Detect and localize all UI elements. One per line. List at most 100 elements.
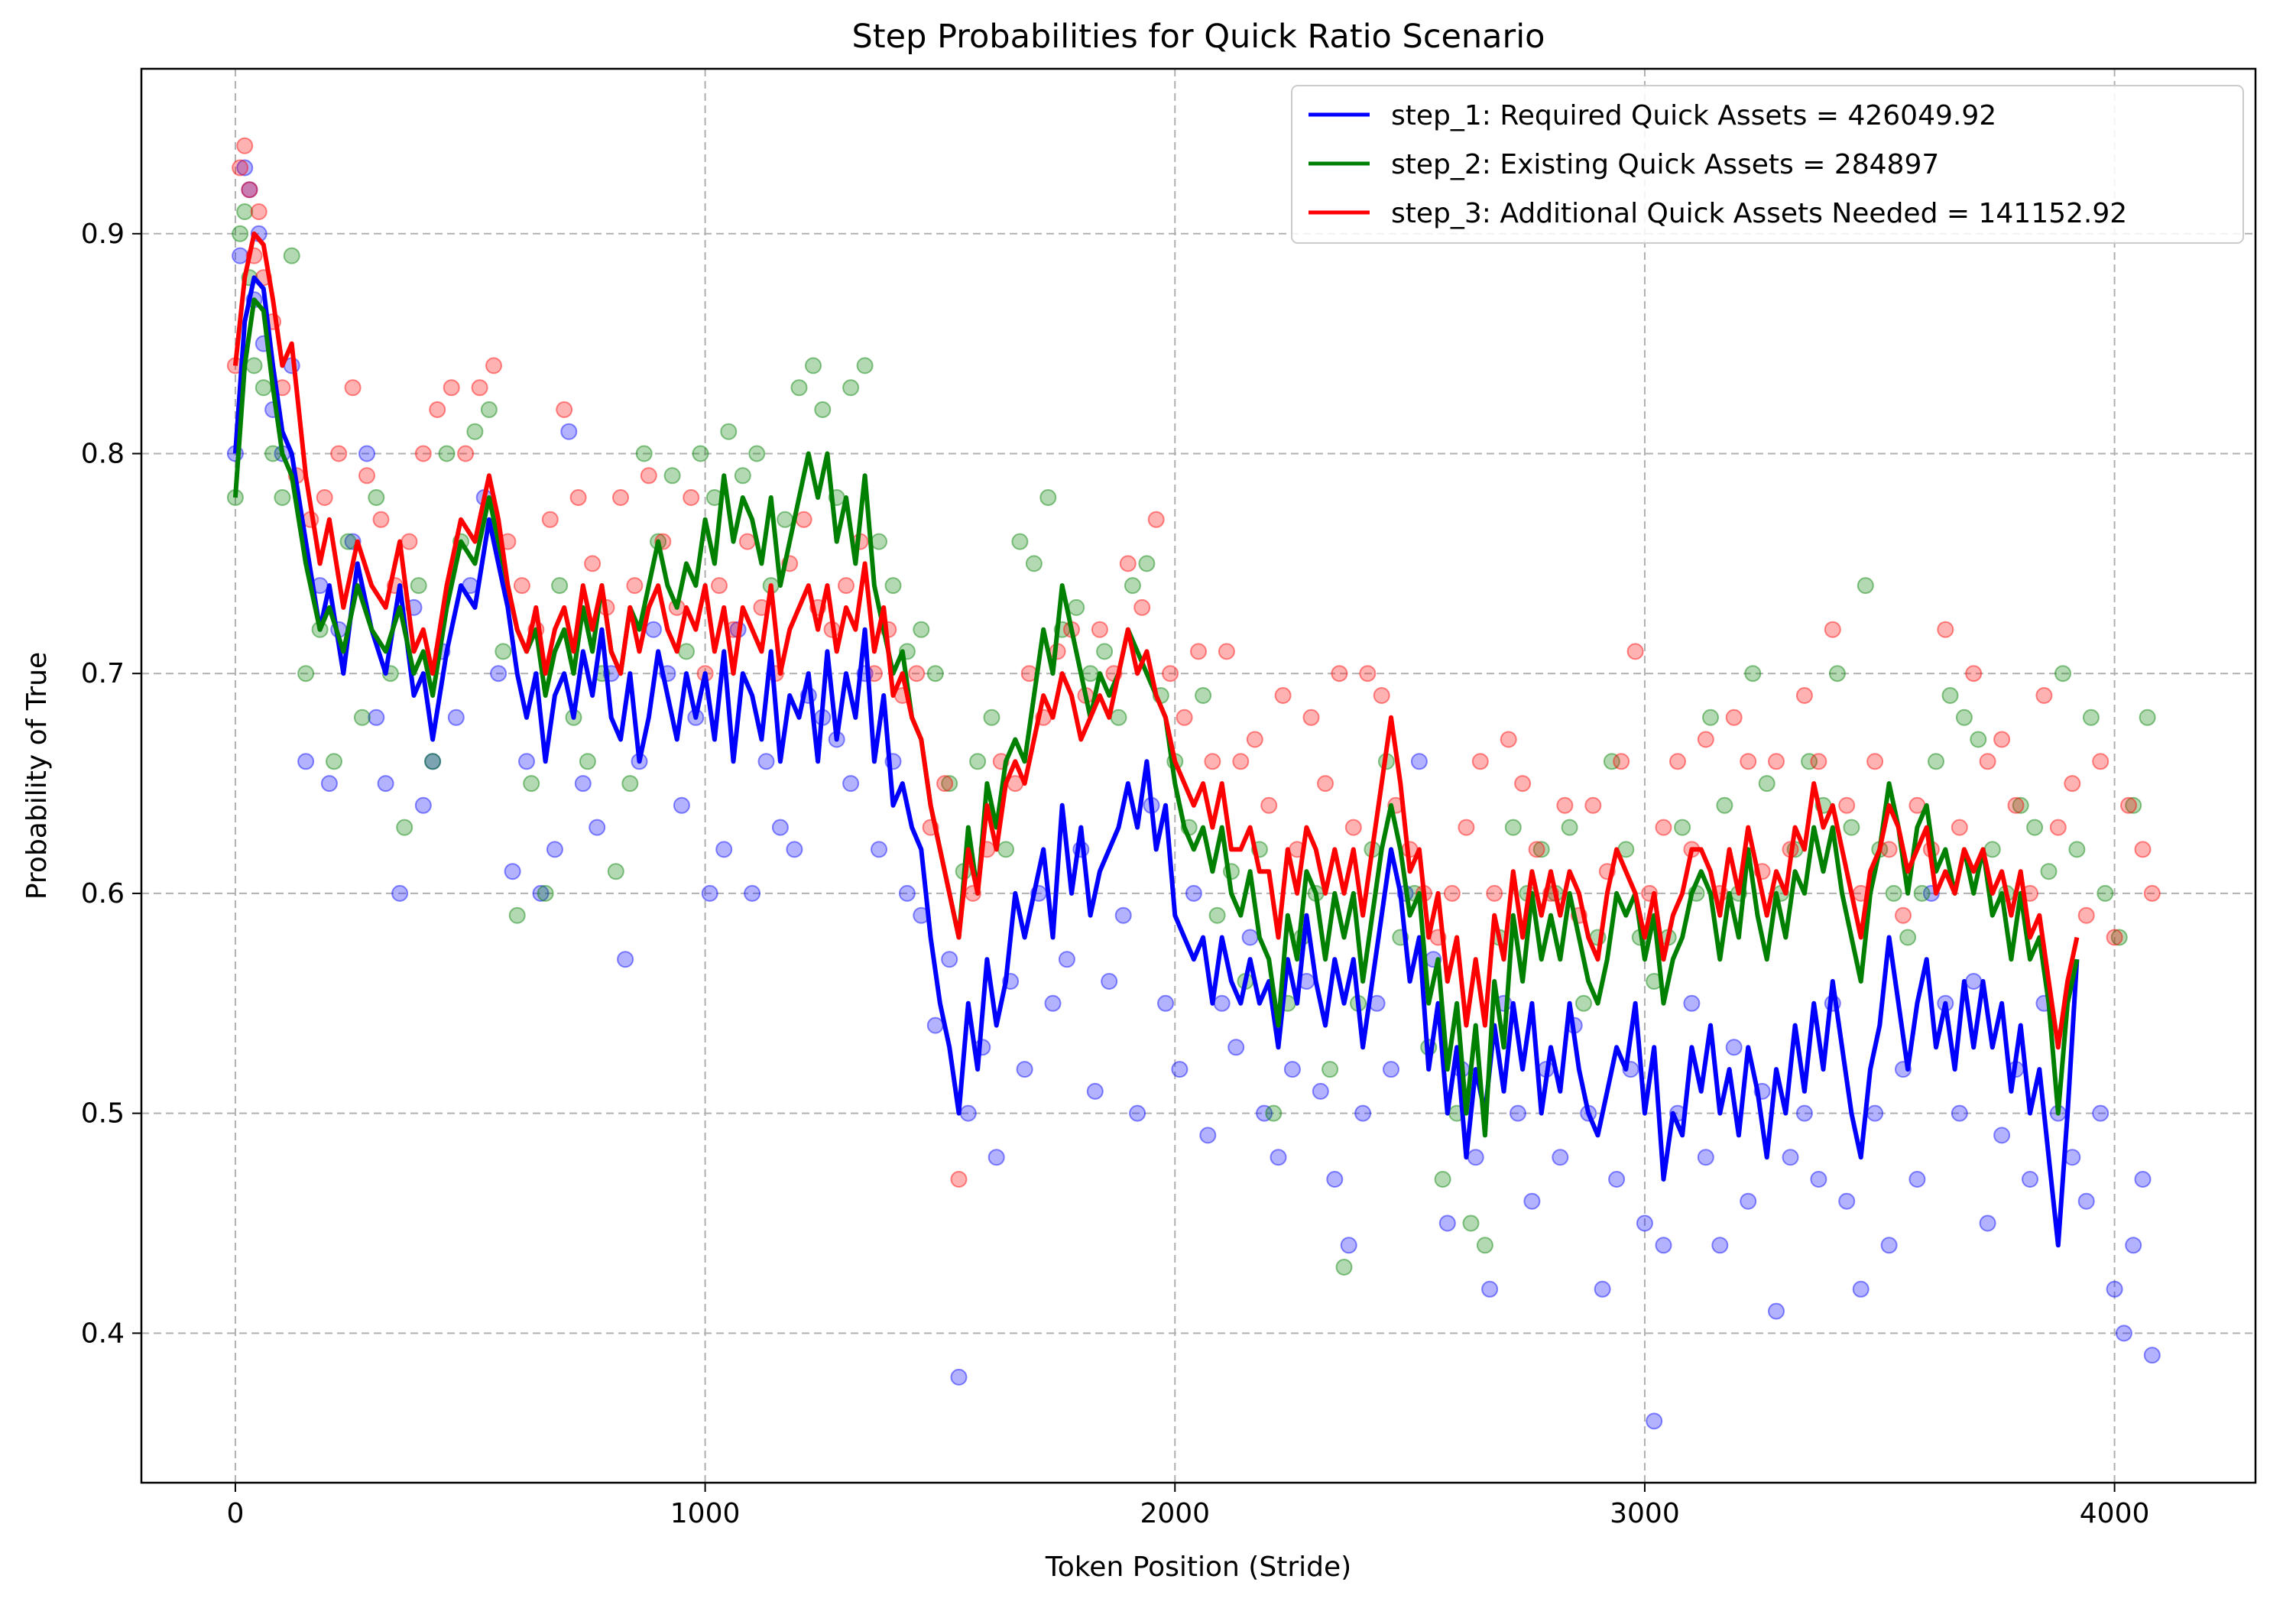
scatter-point-step-3 xyxy=(457,445,475,462)
scatter-point-step-1 xyxy=(2077,1192,2095,1210)
y-tick-label: 0.6 xyxy=(81,878,125,909)
scatter-point-step-2 xyxy=(1265,1104,1283,1122)
scatter-point-step-1 xyxy=(2115,1325,2132,1342)
scatter-point-step-1 xyxy=(1114,906,1132,924)
scatter-point-step-3 xyxy=(1895,906,1912,924)
scatter-point-step-1 xyxy=(518,753,535,770)
scatter-point-step-3 xyxy=(1584,796,1602,814)
scatter-point-step-3 xyxy=(1979,753,1996,770)
scatter-point-step-1 xyxy=(1354,1104,1372,1122)
scatter-point-step-3 xyxy=(1725,708,1743,726)
scatter-point-step-3 xyxy=(711,577,728,595)
scatter-point-step-2 xyxy=(692,445,709,462)
scatter-point-step-1 xyxy=(358,445,375,462)
scatter-point-step-2 xyxy=(2110,929,2128,946)
scatter-point-step-3 xyxy=(1373,687,1390,704)
scatter-point-step-1 xyxy=(236,159,254,177)
scatter-point-step-1 xyxy=(744,884,761,902)
scatter-point-step-2 xyxy=(2040,863,2058,880)
scatter-point-step-2 xyxy=(283,247,300,264)
y-tick-label: 0.7 xyxy=(81,658,125,689)
scatter-point-step-3 xyxy=(485,357,502,374)
scatter-point-step-3 xyxy=(1218,643,1235,660)
scatter-point-step-2 xyxy=(495,643,512,660)
scatter-point-step-1 xyxy=(241,181,258,199)
scatter-point-step-1 xyxy=(959,1104,977,1122)
scatter-point-step-3 xyxy=(1119,555,1137,572)
scatter-point-step-3 xyxy=(1866,753,1884,770)
scatter-point-step-2 xyxy=(2012,796,2029,814)
scatter-point-step-2 xyxy=(1082,665,1099,683)
scatter-point-step-3 xyxy=(1795,687,1813,704)
scatter-point-step-2 xyxy=(1025,555,1043,572)
scatter-point-step-1 xyxy=(757,753,775,770)
scatter-point-step-2 xyxy=(1434,1171,1451,1188)
scatter-point-step-1 xyxy=(1683,994,1701,1012)
scatter-point-step-2 xyxy=(1068,598,1085,616)
scatter-point-step-3 xyxy=(236,137,254,154)
scatter-point-step-2 xyxy=(607,863,624,880)
scatter-point-step-2 xyxy=(805,357,822,374)
scatter-point-step-2 xyxy=(856,357,874,374)
plot-frame xyxy=(140,67,2257,1484)
scatter-point-step-2 xyxy=(466,423,484,440)
scatter-point-step-3 xyxy=(1091,621,1108,638)
scatter-point-step-3 xyxy=(1162,665,1179,683)
scatter-point-step-1 xyxy=(1523,1192,1541,1210)
scatter-point-step-1 xyxy=(1552,1149,1569,1166)
scatter-point-step-2 xyxy=(537,884,554,902)
scatter-point-step-2 xyxy=(969,753,987,770)
scatter-point-step-2 xyxy=(274,489,291,506)
scatter-point-step-2 xyxy=(2082,708,2100,726)
scatter-point-step-2 xyxy=(326,753,342,770)
scatter-point-step-2 xyxy=(1857,577,1874,595)
y-tick-label: 0.8 xyxy=(81,438,125,469)
scatter-point-step-3 xyxy=(1740,753,1757,770)
scatter-point-step-2 xyxy=(410,577,427,595)
scatter-point-step-3 xyxy=(1500,731,1517,748)
scatter-point-step-3 xyxy=(443,379,460,397)
scatter-point-step-2 xyxy=(884,577,902,595)
scatter-point-step-1 xyxy=(673,796,690,814)
scatter-point-step-1 xyxy=(701,884,718,902)
scatter-point-step-3 xyxy=(1486,884,1503,902)
scatter-point-step-1 xyxy=(941,951,958,968)
scatter-point-step-2 xyxy=(663,467,681,485)
scatter-point-step-3 xyxy=(1302,708,1320,726)
scatter-point-step-1 xyxy=(368,708,385,726)
scatter-point-step-2 xyxy=(1744,665,1762,683)
scatter-point-step-2 xyxy=(1603,753,1620,770)
scatter-point-step-1 xyxy=(1782,1149,1799,1166)
scatter-point-step-3 xyxy=(1528,841,1545,858)
scatter-point-step-2 xyxy=(1561,819,1578,836)
scatter-point-step-2 xyxy=(480,401,498,418)
scatter-point-step-1 xyxy=(2092,1104,2110,1122)
scatter-point-step-1 xyxy=(987,1149,1005,1166)
scatter-point-step-3 xyxy=(2092,753,2110,770)
scatter-point-step-3 xyxy=(640,467,657,485)
scatter-point-step-2 xyxy=(1885,884,1902,902)
scatter-point-step-1 xyxy=(560,423,578,440)
scatter-point-step-3 xyxy=(2134,841,2152,858)
scatter-point-step-1 xyxy=(297,753,315,770)
scatter-point-step-3 xyxy=(1669,753,1686,770)
scatter-point-step-2 xyxy=(508,906,526,924)
scatter-point-step-3 xyxy=(1232,753,1250,770)
scatter-point-step-1 xyxy=(1256,1104,1273,1122)
scatter-point-step-1 xyxy=(320,775,338,793)
scatter-point-step-2 xyxy=(1110,708,1127,726)
scatter-point-step-2 xyxy=(1208,906,1226,924)
scatter-point-step-1 xyxy=(1410,753,1428,770)
scatter-point-step-3 xyxy=(1993,731,2011,748)
scatter-point-step-1 xyxy=(926,1016,944,1034)
scatter-point-step-3 xyxy=(1274,687,1292,704)
scatter-point-step-2 xyxy=(236,203,254,220)
scatter-point-step-2 xyxy=(2068,841,2086,858)
x-tick-label: 2000 xyxy=(1140,1498,1210,1529)
y-tick-label: 0.4 xyxy=(81,1318,125,1349)
scatter-point-step-1 xyxy=(1213,994,1231,1012)
scatter-point-step-2 xyxy=(1758,775,1776,793)
scatter-point-step-3 xyxy=(541,511,559,528)
scatter-point-step-3 xyxy=(908,665,926,683)
